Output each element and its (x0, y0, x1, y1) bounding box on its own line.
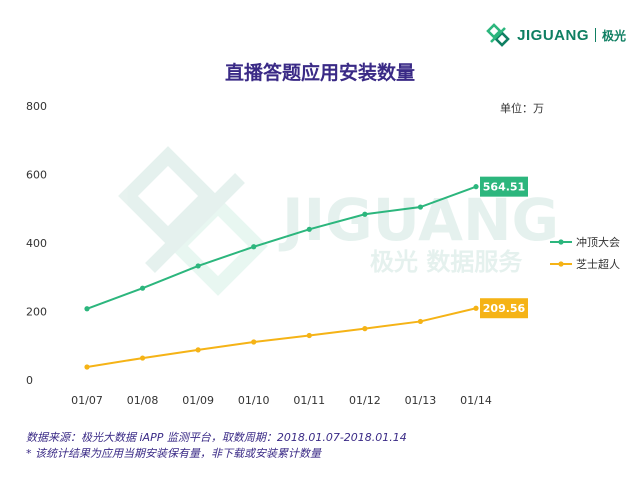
note-text: * 该统计结果为应用当期安装保有量，非下载或安装累计数量 (26, 447, 321, 460)
y-tick-label: 800 (26, 100, 47, 113)
legend-label: 冲顶大会 (576, 235, 620, 249)
x-tick-label: 01/12 (349, 394, 381, 407)
watermark: JIGUANG 极光 数据服务 (118, 146, 559, 296)
data-point (84, 364, 90, 370)
end-value-badge (480, 176, 528, 197)
data-point (362, 211, 368, 217)
data-point (306, 332, 312, 339)
chart-title: 直播答题应用安装数量 (224, 62, 415, 84)
data-point (473, 305, 479, 311)
data-point (251, 244, 257, 250)
watermark-en: JIGUANG (278, 186, 559, 254)
x-tick-label: 01/14 (460, 394, 492, 407)
y-tick-label: 0 (26, 374, 33, 387)
y-tick-label: 600 (26, 169, 47, 182)
x-tick-label: 01/11 (293, 394, 325, 407)
x-tick-label: 01/08 (127, 394, 159, 407)
legend-marker (558, 261, 564, 267)
series-line-2 (86, 307, 477, 368)
source-text: 数据来源：极光大数据 iAPP 监测平台，取数周期：2018.01.07-201… (26, 431, 407, 444)
brand-cn: 极光 (601, 28, 626, 43)
x-tick-label: 01/10 (238, 394, 270, 407)
data-point (417, 204, 424, 210)
end-value-badge (480, 298, 528, 319)
watermark-cn: 极光 数据服务 (370, 248, 523, 276)
data-point (362, 326, 368, 332)
data-point (251, 339, 257, 345)
brand: JIGUANG 极光 (485, 22, 626, 48)
data-point (84, 306, 90, 312)
end-value-label: 209.56 (483, 302, 526, 315)
data-point (306, 226, 312, 232)
data-point (195, 347, 201, 353)
unit-label: 单位：万 (500, 102, 544, 115)
data-point (417, 318, 424, 325)
data-point (195, 263, 201, 269)
y-tick-label: 200 (26, 306, 47, 319)
data-point (139, 285, 146, 291)
brand-name: JIGUANG (517, 26, 589, 44)
data-point (139, 355, 146, 361)
legend-marker (558, 239, 564, 245)
x-tick-label: 01/07 (71, 394, 103, 407)
x-tick-label: 01/09 (182, 394, 214, 407)
series-line-1 (86, 185, 477, 310)
y-tick-label: 400 (26, 237, 47, 250)
end-value-label: 564.51 (483, 181, 525, 194)
brand-divider (594, 28, 596, 42)
footnote: 数据来源：极光大数据 iAPP 监测平台，取数周期：2018.01.07-201… (26, 430, 407, 462)
x-tick-label: 01/13 (405, 394, 437, 407)
data-point (473, 184, 479, 190)
legend-label: 芝士超人 (576, 257, 620, 271)
jiguang-logo-icon (486, 23, 510, 47)
